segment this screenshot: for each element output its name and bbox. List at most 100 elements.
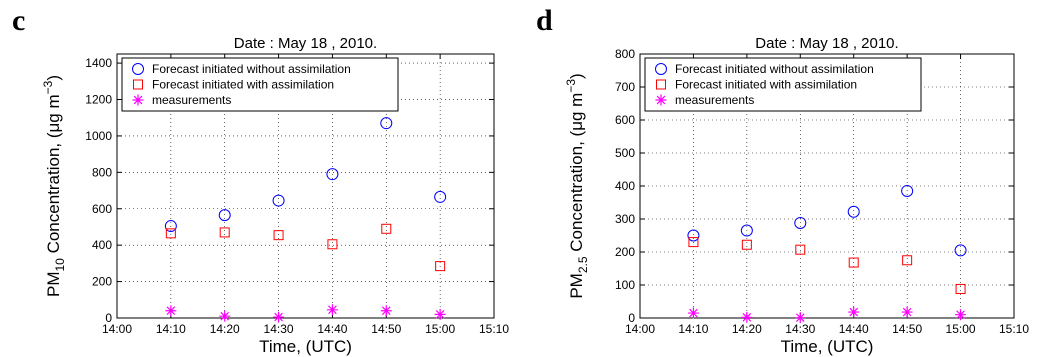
y-tick-label: 600 bbox=[615, 113, 635, 127]
data-point-circle bbox=[954, 244, 967, 257]
data-point-star bbox=[219, 310, 231, 322]
data-point-circle bbox=[218, 209, 231, 222]
y-tick-label: 200 bbox=[92, 275, 112, 289]
data-point-circle bbox=[901, 184, 914, 197]
x-tick-label: 15:00 bbox=[946, 322, 976, 336]
x-tick-label: 14:50 bbox=[892, 322, 922, 336]
legend-box bbox=[121, 57, 399, 112]
x-axis-label: Time, (UTC) bbox=[781, 337, 874, 356]
legend-entry: Forecast initiated with assimilation bbox=[675, 78, 857, 92]
series-0 bbox=[164, 117, 447, 233]
x-tick-label: 14:20 bbox=[732, 322, 762, 336]
data-point-square bbox=[848, 257, 859, 268]
legend-marker-circle bbox=[132, 63, 144, 75]
legend-entry: Forecast initiated with assimilation bbox=[152, 78, 334, 92]
data-point-star bbox=[273, 311, 285, 323]
data-point-square bbox=[902, 255, 913, 266]
data-point-star bbox=[165, 305, 177, 317]
x-tick-label: 14:30 bbox=[785, 322, 815, 336]
data-point-star bbox=[955, 309, 967, 321]
data-point-circle bbox=[380, 117, 393, 130]
data-point-square bbox=[273, 230, 284, 241]
y-axis-label: PM2.5 Concentration, (μg m−3) bbox=[564, 73, 590, 298]
data-point-circle bbox=[847, 205, 860, 218]
y-tick-label: 700 bbox=[615, 80, 635, 94]
data-point-square bbox=[688, 237, 699, 248]
y-tick-label: 100 bbox=[615, 278, 635, 292]
y-tick-label: 300 bbox=[615, 212, 635, 226]
y-axis-label-part-4: ) bbox=[44, 75, 63, 81]
data-point-star bbox=[434, 308, 446, 320]
y-tick-label: 1000 bbox=[85, 129, 112, 143]
data-point-circle bbox=[326, 168, 339, 181]
x-tick-label: 15:00 bbox=[425, 322, 455, 336]
y-axis-label-part-3: −3 bbox=[564, 79, 578, 93]
y-tick-label: 1400 bbox=[85, 56, 112, 70]
series-1 bbox=[688, 237, 966, 294]
data-point-square bbox=[435, 261, 446, 272]
legend-marker-star bbox=[655, 94, 667, 106]
y-axis-label-part-2: Concentration, (μg m bbox=[567, 93, 586, 257]
chart-panel-c: c Date : May 18 , 2010. 14:00 14:10 14:20 14:… bbox=[12, 4, 509, 356]
y-axis-label-part-3: −3 bbox=[41, 80, 55, 94]
legend-marker-circle bbox=[655, 63, 667, 75]
series-1 bbox=[165, 223, 446, 272]
data-point-square bbox=[327, 239, 338, 250]
data-point-square bbox=[381, 223, 392, 234]
data-point-square bbox=[741, 239, 752, 250]
y-axis-label: PM10 Concentration, (μg m−3) bbox=[41, 75, 67, 297]
legend-marker-star bbox=[132, 94, 144, 106]
x-tick-label: 14:30 bbox=[264, 322, 294, 336]
x-tick-label: 15:10 bbox=[479, 322, 509, 336]
data-point-square bbox=[165, 228, 176, 239]
panel-label: d bbox=[536, 4, 553, 37]
y-tick-label: 0 bbox=[628, 311, 635, 325]
data-point-circle bbox=[164, 220, 177, 233]
data-point-star bbox=[901, 306, 913, 318]
chart-title: Date : May 18 , 2010. bbox=[234, 35, 377, 52]
y-tick-label: 800 bbox=[92, 165, 112, 179]
x-axis-label: Time, (UTC) bbox=[259, 337, 352, 356]
y-tick-label: 400 bbox=[615, 179, 635, 193]
x-tick-label: 14:10 bbox=[156, 322, 186, 336]
data-point-star bbox=[380, 305, 392, 317]
y-tick-label: 600 bbox=[92, 202, 112, 216]
legend-marker-square bbox=[656, 79, 666, 90]
data-point-square bbox=[795, 244, 806, 255]
x-tick-label: 14:40 bbox=[317, 322, 347, 336]
series-2 bbox=[687, 306, 967, 324]
chart-panel-d: d Date : May 18 , 2010. 14:00 14:10 14:20 14:… bbox=[536, 4, 1029, 356]
y-axis-label-part-0: PM bbox=[567, 273, 586, 299]
data-point-circle bbox=[434, 190, 447, 203]
y-axis-label-part-2: Concentration, (μg m bbox=[44, 94, 63, 258]
data-point-circle bbox=[740, 224, 753, 237]
data-point-circle bbox=[794, 216, 807, 229]
x-tick-label: 14:20 bbox=[210, 322, 240, 336]
data-point-star bbox=[741, 311, 753, 323]
x-tick-label: 14:40 bbox=[839, 322, 869, 336]
data-point-star bbox=[848, 306, 860, 318]
y-tick-label: 0 bbox=[105, 311, 112, 325]
x-tick-label: 14:10 bbox=[678, 322, 708, 336]
x-tick-label: 14:50 bbox=[371, 322, 401, 336]
series-2 bbox=[165, 304, 446, 323]
y-tick-label: 400 bbox=[92, 238, 112, 252]
legend: Forecast initiated without assimilation F… bbox=[644, 57, 922, 112]
legend-marker-square bbox=[133, 79, 143, 90]
legend-entry: measurements bbox=[152, 93, 231, 107]
data-point-square bbox=[955, 283, 966, 294]
y-tick-label: 1200 bbox=[85, 93, 112, 107]
x-tick-label: 15:10 bbox=[999, 322, 1029, 336]
data-point-star bbox=[687, 307, 699, 319]
data-point-star bbox=[326, 304, 338, 316]
data-point-circle bbox=[272, 194, 285, 207]
y-tick-label: 500 bbox=[615, 146, 635, 160]
legend-entry: measurements bbox=[675, 93, 754, 107]
y-tick-label: 800 bbox=[615, 47, 635, 61]
series-0 bbox=[687, 184, 967, 257]
data-point-circle bbox=[687, 229, 700, 242]
x-tick-label: 14:00 bbox=[102, 322, 132, 336]
data-point-star bbox=[794, 312, 806, 324]
x-tick-label: 14:00 bbox=[625, 322, 655, 336]
